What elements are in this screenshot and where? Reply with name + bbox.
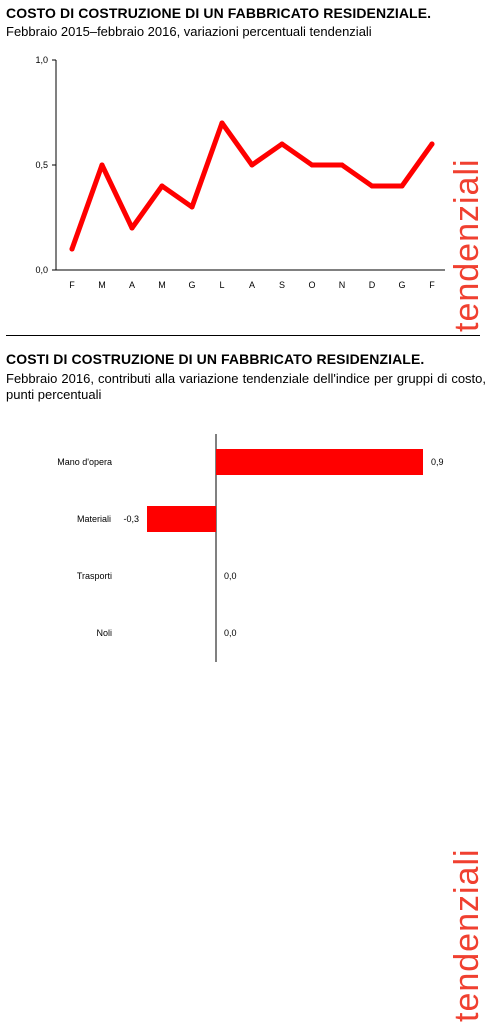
data-point bbox=[339, 162, 345, 168]
bar-chart-panel: COSTI DI COSTRUZIONE DI UN FABBRICATO RE… bbox=[0, 344, 500, 1022]
x-tick-label: N bbox=[339, 280, 346, 290]
data-point bbox=[399, 183, 405, 189]
category-label: Trasporti bbox=[77, 571, 112, 581]
bar-chart: 0,9 Mano d'opera -0,3 Materiali 0,0 Trasporti… bbox=[57, 434, 444, 662]
data-point bbox=[219, 120, 225, 126]
chart-title: COSTO DI COSTRUZIONE DI UN FABBRICATO RE… bbox=[6, 5, 432, 21]
category-label: Noli bbox=[96, 628, 112, 638]
data-point bbox=[129, 225, 135, 231]
x-tick-label: F bbox=[69, 280, 75, 290]
value-label: 0,0 bbox=[224, 571, 237, 581]
data-point bbox=[69, 246, 75, 252]
side-label: tendenziali bbox=[448, 848, 486, 1022]
chart-title: COSTI DI COSTRUZIONE DI UN FABBRICATO RE… bbox=[6, 351, 425, 367]
x-tick-label: A bbox=[129, 280, 135, 290]
line-chart: 0,0 0,5 1,0 F M A M G L A S O N D G F bbox=[35, 55, 445, 290]
chart-subtitle: Febbraio 2015–febbraio 2016, variazioni … bbox=[6, 24, 372, 39]
x-tick-label: F bbox=[429, 280, 435, 290]
series-line bbox=[69, 120, 435, 252]
y-tick-label: 0,0 bbox=[35, 265, 48, 275]
category-label: Mano d'opera bbox=[57, 457, 112, 467]
bar bbox=[147, 506, 216, 532]
data-point bbox=[99, 162, 105, 168]
data-point bbox=[249, 162, 255, 168]
category-label: Materiali bbox=[77, 514, 111, 524]
side-label: tendenziali bbox=[448, 158, 486, 332]
data-point bbox=[279, 141, 285, 147]
value-label: 0,0 bbox=[224, 628, 237, 638]
x-tick-label: M bbox=[158, 280, 166, 290]
x-tick-label: D bbox=[369, 280, 376, 290]
data-point bbox=[189, 204, 195, 210]
value-label: 0,9 bbox=[431, 457, 444, 467]
x-tick-label: M bbox=[98, 280, 106, 290]
x-tick-label: L bbox=[219, 280, 224, 290]
x-tick-label: S bbox=[279, 280, 285, 290]
data-point bbox=[159, 183, 165, 189]
line-chart-panel: COSTO DI COSTRUZIONE DI UN FABBRICATO RE… bbox=[0, 0, 500, 338]
y-tick-label: 0,5 bbox=[35, 160, 48, 170]
x-tick-label: O bbox=[308, 280, 315, 290]
value-label: -0,3 bbox=[123, 514, 139, 524]
x-tick-label: A bbox=[249, 280, 255, 290]
data-point bbox=[369, 183, 375, 189]
x-tick-label: G bbox=[188, 280, 195, 290]
chart-subtitle: Febbraio 2016, contributi alla variazion… bbox=[6, 371, 486, 402]
section-divider bbox=[6, 335, 480, 336]
y-tick-label: 1,0 bbox=[35, 55, 48, 65]
x-tick-label: G bbox=[398, 280, 405, 290]
data-point bbox=[429, 141, 435, 147]
data-point bbox=[309, 162, 315, 168]
bar bbox=[216, 449, 423, 475]
